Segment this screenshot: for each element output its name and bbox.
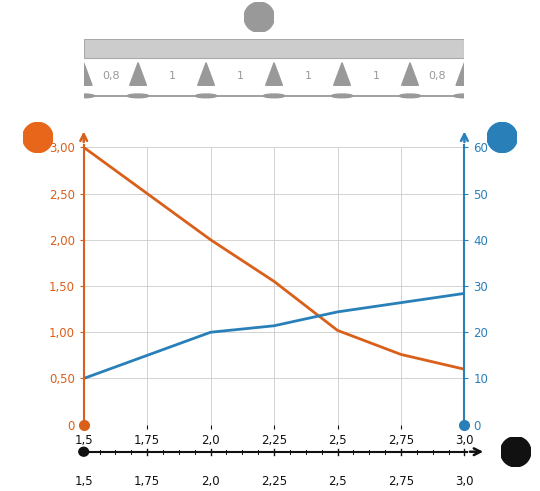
Text: 1: 1 — [373, 71, 380, 81]
Circle shape — [501, 436, 531, 467]
Circle shape — [244, 2, 274, 32]
Polygon shape — [334, 63, 350, 85]
Polygon shape — [75, 63, 92, 85]
Text: 0,8: 0,8 — [428, 71, 446, 81]
Text: 2,75: 2,75 — [388, 475, 414, 488]
FancyBboxPatch shape — [84, 39, 464, 58]
Polygon shape — [198, 63, 214, 85]
Text: 1: 1 — [237, 71, 244, 81]
Text: 1: 1 — [32, 130, 43, 145]
Circle shape — [400, 94, 421, 98]
Text: 1,75: 1,75 — [134, 475, 160, 488]
Circle shape — [127, 94, 149, 98]
Text: 1: 1 — [168, 71, 176, 81]
Text: 2: 2 — [510, 444, 521, 459]
Polygon shape — [402, 63, 418, 85]
Circle shape — [332, 94, 353, 98]
Circle shape — [23, 122, 53, 153]
Circle shape — [195, 94, 217, 98]
Text: 3: 3 — [497, 130, 508, 145]
Text: 3,0: 3,0 — [455, 475, 474, 488]
Polygon shape — [266, 63, 282, 85]
Text: 2,5: 2,5 — [328, 475, 347, 488]
Text: 0,8: 0,8 — [102, 71, 120, 81]
Text: 4: 4 — [254, 10, 264, 24]
Circle shape — [264, 94, 285, 98]
Polygon shape — [130, 63, 146, 85]
Text: 2,0: 2,0 — [201, 475, 220, 488]
Text: 2,25: 2,25 — [261, 475, 287, 488]
Circle shape — [454, 94, 475, 98]
Text: 1: 1 — [305, 71, 312, 81]
Circle shape — [487, 122, 517, 153]
Circle shape — [73, 94, 94, 98]
Polygon shape — [456, 63, 473, 85]
Text: 1,5: 1,5 — [75, 475, 93, 488]
